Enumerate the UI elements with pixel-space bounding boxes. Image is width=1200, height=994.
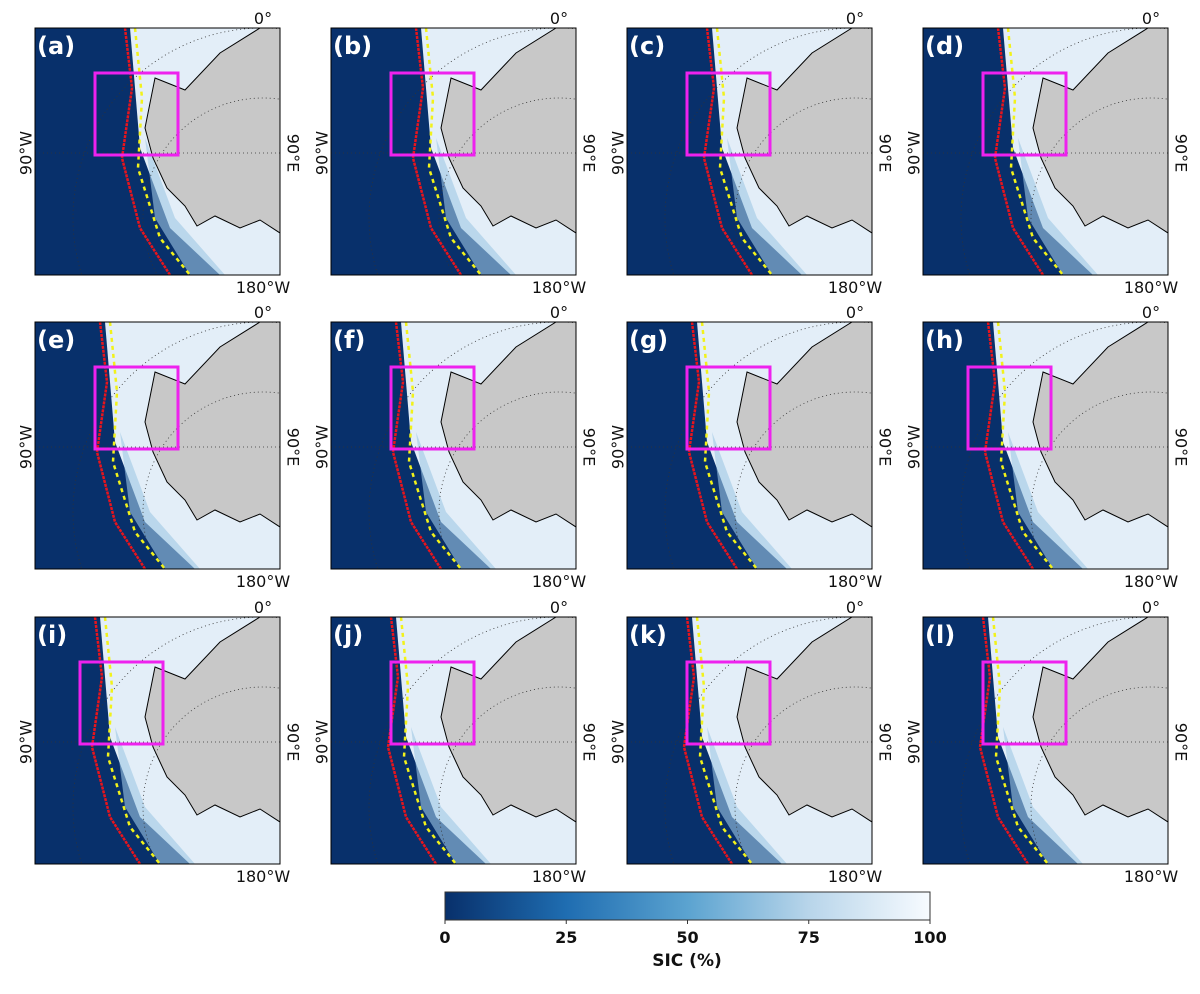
panel-label: (j) bbox=[333, 621, 363, 649]
label-left: 90°W bbox=[313, 425, 332, 469]
label-top: 0° bbox=[1142, 9, 1160, 28]
label-top: 0° bbox=[846, 9, 864, 28]
label-right: 90°E bbox=[284, 428, 303, 466]
label-left: 90°W bbox=[905, 131, 924, 175]
label-top: 0° bbox=[254, 303, 272, 322]
colorbar-label: SIC (%) bbox=[652, 951, 722, 971]
label-left: 90°W bbox=[905, 425, 924, 469]
panel-label: (a) bbox=[37, 32, 75, 60]
panel-label: (e) bbox=[37, 326, 75, 354]
panel-label: (b) bbox=[333, 32, 372, 60]
label-top: 0° bbox=[254, 598, 272, 617]
label-bottom: 180°W bbox=[532, 278, 587, 297]
label-top: 0° bbox=[846, 598, 864, 617]
label-top: 0° bbox=[1142, 598, 1160, 617]
label-left: 90°W bbox=[609, 720, 628, 764]
panel-label: (h) bbox=[925, 326, 964, 354]
label-bottom: 180°W bbox=[828, 278, 883, 297]
label-right: 90°E bbox=[580, 428, 599, 466]
label-bottom: 180°W bbox=[532, 867, 587, 886]
colorbar bbox=[445, 892, 930, 920]
colorbar-tick-label: 0 bbox=[439, 928, 450, 947]
label-left: 90°W bbox=[17, 131, 36, 175]
panel-label: (g) bbox=[629, 326, 668, 354]
map-body bbox=[923, 617, 1200, 990]
label-bottom: 180°W bbox=[1124, 572, 1179, 591]
colorbar-tick-label: 50 bbox=[676, 928, 698, 947]
label-bottom: 180°W bbox=[236, 278, 291, 297]
label-right: 90°E bbox=[876, 723, 895, 761]
colorbar-tick-label: 100 bbox=[913, 928, 946, 947]
label-bottom: 180°W bbox=[236, 867, 291, 886]
label-left: 90°W bbox=[17, 720, 36, 764]
label-right: 90°E bbox=[284, 723, 303, 761]
label-right: 90°E bbox=[1172, 134, 1191, 172]
colorbar-tick-label: 25 bbox=[555, 928, 577, 947]
panel-label: (i) bbox=[37, 621, 67, 649]
panel-label: (k) bbox=[629, 621, 667, 649]
label-right: 90°E bbox=[876, 428, 895, 466]
label-left: 90°W bbox=[313, 720, 332, 764]
label-top: 0° bbox=[1142, 303, 1160, 322]
label-left: 90°W bbox=[609, 425, 628, 469]
label-top: 0° bbox=[550, 598, 568, 617]
label-right: 90°E bbox=[1172, 428, 1191, 466]
colorbar-tick-label: 75 bbox=[798, 928, 820, 947]
label-top: 0° bbox=[550, 303, 568, 322]
label-top: 0° bbox=[550, 9, 568, 28]
label-bottom: 180°W bbox=[1124, 278, 1179, 297]
label-right: 90°E bbox=[1172, 723, 1191, 761]
label-left: 90°W bbox=[609, 131, 628, 175]
label-bottom: 180°W bbox=[828, 572, 883, 591]
panel-label: (d) bbox=[925, 32, 964, 60]
label-top: 0° bbox=[254, 9, 272, 28]
label-top: 0° bbox=[846, 303, 864, 322]
label-bottom: 180°W bbox=[828, 867, 883, 886]
panel-label: (l) bbox=[925, 621, 955, 649]
panel-label: (f) bbox=[333, 326, 365, 354]
label-left: 90°W bbox=[17, 425, 36, 469]
label-left: 90°W bbox=[313, 131, 332, 175]
label-right: 90°E bbox=[284, 134, 303, 172]
label-right: 90°E bbox=[876, 134, 895, 172]
label-right: 90°E bbox=[580, 723, 599, 761]
label-right: 90°E bbox=[580, 134, 599, 172]
label-bottom: 180°W bbox=[1124, 867, 1179, 886]
map-panel: (l) 0° 180°W 90°W 90°E bbox=[905, 598, 1200, 990]
label-bottom: 180°W bbox=[236, 572, 291, 591]
panel-label: (c) bbox=[629, 32, 665, 60]
label-bottom: 180°W bbox=[532, 572, 587, 591]
label-left: 90°W bbox=[905, 720, 924, 764]
